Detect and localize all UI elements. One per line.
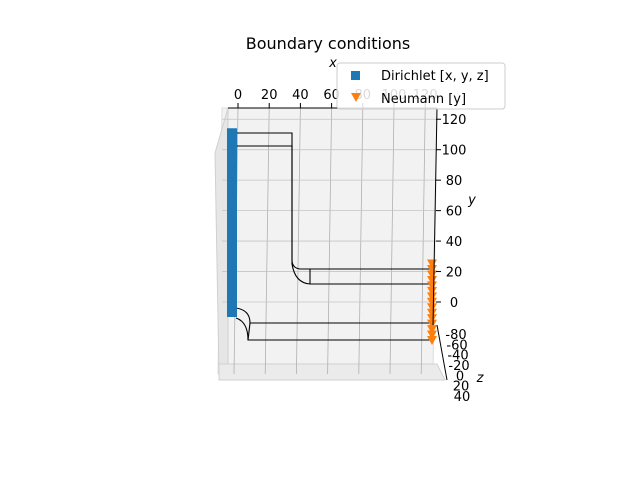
mesh-edge-bottom-corner bbox=[247, 322, 251, 341]
dirichlet-point bbox=[227, 149, 237, 160]
neumann-point bbox=[427, 270, 437, 280]
neumann-point bbox=[427, 314, 437, 324]
z-tick-label: -20 bbox=[448, 359, 469, 374]
legend-neumann-label: Neumann [y] bbox=[381, 92, 466, 107]
grid-lines bbox=[222, 107, 437, 375]
dirichlet-point bbox=[227, 307, 237, 317]
mesh-edge-top-inner bbox=[236, 145, 432, 285]
dirichlet-point bbox=[227, 228, 237, 239]
chart-title: Boundary conditions bbox=[246, 34, 410, 53]
z-axis-label: z bbox=[476, 371, 485, 386]
neumann-point bbox=[427, 286, 437, 296]
dirichlet-point bbox=[227, 256, 237, 267]
dirichlet-point bbox=[227, 156, 237, 167]
z-tick-label: 0 bbox=[456, 369, 464, 384]
y-tick-label: 100 bbox=[442, 144, 467, 159]
dirichlet-point bbox=[227, 199, 237, 210]
y-axis: 0 20 40 60 80 100 120 bbox=[432, 107, 467, 326]
legend-box bbox=[336, 62, 506, 110]
z-tick-label: -40 bbox=[447, 349, 468, 364]
x-tick-label: 0 bbox=[234, 88, 242, 103]
neumann-point bbox=[427, 297, 437, 307]
dirichlet-point bbox=[227, 142, 237, 153]
dirichlet-point bbox=[227, 249, 237, 260]
dirichlet-point bbox=[227, 299, 237, 310]
neumann-point bbox=[427, 275, 437, 285]
data-markers bbox=[227, 128, 437, 345]
axes-panes bbox=[214, 107, 446, 381]
dirichlet-point bbox=[227, 214, 237, 225]
neumann-point bbox=[427, 319, 437, 329]
mesh-edge-bottom bbox=[235, 307, 432, 324]
y-tick-label: 20 bbox=[446, 266, 463, 281]
neumann-point bbox=[427, 336, 437, 345]
floor-pane bbox=[218, 363, 446, 381]
dirichlet-point bbox=[227, 192, 237, 203]
dirichlet-point bbox=[227, 242, 237, 253]
x-tick-label: 20 bbox=[261, 88, 278, 103]
dirichlet-point bbox=[227, 185, 237, 196]
dirichlet-point bbox=[227, 128, 237, 139]
dirichlet-point bbox=[227, 285, 237, 296]
y-tick-label: 60 bbox=[446, 205, 463, 220]
dirichlet-point bbox=[227, 171, 237, 182]
dirichlet-point bbox=[227, 221, 237, 232]
y-axis-label: y bbox=[467, 193, 476, 208]
x-tick-label: 40 bbox=[292, 88, 309, 103]
z-tick-label: -60 bbox=[446, 338, 467, 353]
dirichlet-point bbox=[227, 278, 237, 289]
dirichlet-point bbox=[227, 178, 237, 189]
y-tick-label: 0 bbox=[450, 296, 458, 311]
neumann-point bbox=[427, 325, 437, 335]
y-tick-label: 80 bbox=[446, 174, 463, 189]
dirichlet-point bbox=[227, 135, 237, 146]
y-tick-label: 120 bbox=[442, 113, 467, 128]
dirichlet-point bbox=[227, 164, 237, 174]
neumann-point bbox=[427, 308, 437, 318]
dirichlet-point bbox=[227, 235, 237, 246]
z-tick-label: 40 bbox=[454, 390, 471, 405]
legend-neumann-marker bbox=[351, 93, 361, 102]
dirichlet-point bbox=[227, 271, 237, 282]
z-tick-label: 20 bbox=[453, 380, 470, 395]
legend-dirichlet-marker bbox=[351, 71, 360, 80]
neumann-point bbox=[427, 292, 437, 302]
y-axis-line bbox=[432, 107, 438, 326]
neumann-point bbox=[427, 303, 437, 313]
legend: Dirichlet [x, y, z] Neumann [y] bbox=[336, 62, 506, 110]
mesh-outline bbox=[235, 132, 432, 341]
y-tick-label: 40 bbox=[446, 235, 463, 250]
z-tick-label: -80 bbox=[445, 328, 466, 343]
x-tick-label: 60 bbox=[323, 88, 340, 103]
legend-dirichlet-label: Dirichlet [x, y, z] bbox=[381, 69, 489, 84]
dirichlet-point bbox=[227, 292, 237, 303]
dirichlet-point bbox=[227, 206, 237, 217]
z-axis-line bbox=[436, 324, 448, 381]
dirichlet-point bbox=[227, 264, 237, 275]
neumann-point bbox=[427, 330, 437, 340]
x-axis-label: x bbox=[328, 56, 337, 71]
neumann-point bbox=[427, 281, 437, 291]
